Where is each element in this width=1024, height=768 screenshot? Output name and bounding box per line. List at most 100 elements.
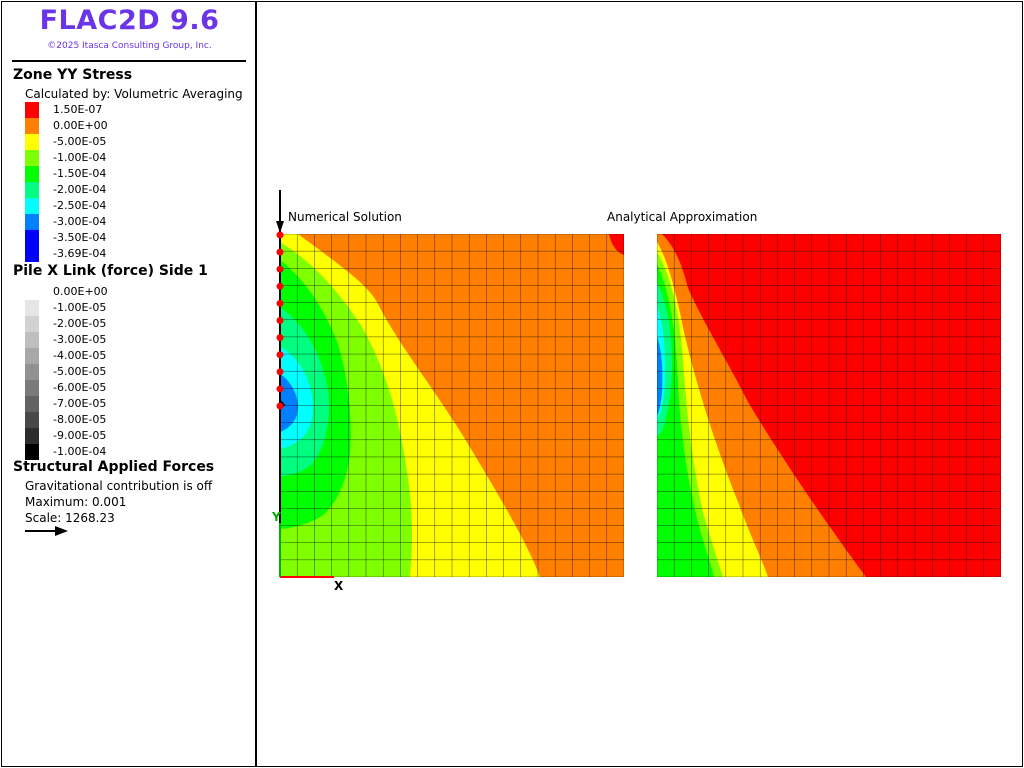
zone-stress-legend-swatch bbox=[25, 182, 39, 198]
pile-nodes bbox=[276, 231, 284, 410]
zone-stress-legend-item: -2.00E-04 bbox=[25, 182, 225, 198]
pile-force-legend-swatch bbox=[25, 380, 39, 396]
zone-stress-legend-swatch bbox=[25, 102, 39, 118]
pile-node bbox=[276, 299, 284, 307]
pile-force-legend-label: -4.00E-05 bbox=[53, 349, 107, 362]
pile-force-legend-item: -4.00E-05 bbox=[25, 348, 225, 364]
pile-force-legend-label: 0.00E+00 bbox=[53, 285, 108, 298]
pile-force-legend-item: -5.00E-05 bbox=[25, 364, 225, 380]
pile-top-arrow-icon bbox=[276, 221, 284, 233]
zone-stress-legend-item: -3.00E-04 bbox=[25, 214, 225, 230]
zone-stress-legend-swatch bbox=[25, 118, 39, 134]
pile-node bbox=[276, 248, 284, 256]
title-divider bbox=[12, 60, 246, 62]
zone-stress-legend-swatch bbox=[25, 198, 39, 214]
zone-stress-legend-swatch bbox=[25, 246, 39, 262]
pile-node bbox=[276, 317, 284, 324]
zone-stress-legend-label: -2.50E-04 bbox=[53, 199, 107, 212]
zone-stress-title: Zone YY Stress bbox=[13, 67, 133, 83]
model-viewport[interactable]: Numerical Solution Analytical Approximat… bbox=[258, 2, 1023, 766]
pile-node bbox=[276, 265, 284, 273]
zone-stress-legend-label: -2.00E-04 bbox=[53, 183, 107, 196]
legend-panel: FLAC2D 9.6 ©2025 Itasca Consulting Group… bbox=[2, 2, 257, 766]
zone-stress-subtitle: Calculated by: Volumetric Averaging bbox=[25, 87, 243, 101]
zone-stress-legend-item: 0.00E+00 bbox=[25, 118, 225, 134]
y-axis-label: Y bbox=[272, 510, 281, 524]
pile-force-legend-swatch bbox=[25, 300, 39, 316]
zone-stress-legend-swatch bbox=[25, 166, 39, 182]
pile-node bbox=[276, 334, 284, 342]
pile-force-legend-swatch bbox=[25, 332, 39, 348]
pile-force-legend-item: -9.00E-05 bbox=[25, 428, 225, 444]
pile-force-legend-label: -3.00E-05 bbox=[53, 333, 107, 346]
pile-node bbox=[276, 231, 284, 239]
pile-force-legend-item: -3.00E-05 bbox=[25, 332, 225, 348]
pile-force-legend-swatch bbox=[25, 284, 39, 300]
zone-stress-legend-swatch bbox=[25, 214, 39, 230]
pile-force-legend-swatch bbox=[25, 316, 39, 332]
zone-stress-legend-label: 1.50E-07 bbox=[53, 103, 103, 116]
zone-stress-legend-label: -1.50E-04 bbox=[53, 167, 107, 180]
pile-force-legend-swatch bbox=[25, 364, 39, 380]
pile-force-legend-item: -1.00E-05 bbox=[25, 300, 225, 316]
analytical-contour bbox=[657, 234, 1001, 577]
axis-triad bbox=[279, 523, 334, 578]
pile-force-legend-label: -5.00E-05 bbox=[53, 365, 107, 378]
pile-force-legend-swatch bbox=[25, 412, 39, 428]
pile-force-legend-label: -2.00E-05 bbox=[53, 317, 107, 330]
copyright-text: ©2025 Itasca Consulting Group, Inc. bbox=[47, 41, 212, 51]
contour-plot-canvas bbox=[276, 190, 1001, 578]
pile-force-legend-item: -1.00E-04 bbox=[25, 444, 225, 460]
applied-forces-title: Structural Applied Forces bbox=[13, 459, 215, 475]
pile-force-legend-swatch bbox=[25, 348, 39, 364]
grid-lines-right bbox=[657, 234, 1001, 577]
analytical-approximation-caption: Analytical Approximation bbox=[607, 210, 758, 224]
pile-node bbox=[276, 402, 284, 410]
pile-node bbox=[276, 368, 284, 376]
zone-stress-legend-item: -2.50E-04 bbox=[25, 198, 225, 214]
numerical-solution-caption: Numerical Solution bbox=[288, 210, 402, 224]
zone-stress-legend-item: -3.50E-04 bbox=[25, 230, 225, 246]
pile-force-legend-swatch bbox=[25, 428, 39, 444]
pile-force-legend-item: -8.00E-05 bbox=[25, 412, 225, 428]
numerical-contour bbox=[280, 234, 624, 577]
zone-stress-legend-label: -1.00E-04 bbox=[53, 151, 107, 164]
zone-stress-legend-label: -3.00E-04 bbox=[53, 215, 107, 228]
zone-stress-legend-swatch bbox=[25, 150, 39, 166]
gravity-note: Gravitational contribution is off bbox=[25, 479, 213, 493]
pile-node bbox=[276, 282, 284, 290]
zone-stress-legend-label: -3.50E-04 bbox=[53, 231, 107, 244]
grid-lines-left bbox=[280, 234, 624, 577]
zone-green bbox=[657, 264, 714, 577]
zone-stress-legend-item: -5.00E-05 bbox=[25, 134, 225, 150]
pile-force-legend-label: -9.00E-05 bbox=[53, 429, 107, 442]
zone-azure bbox=[657, 337, 663, 416]
zone-corner-red bbox=[609, 234, 624, 255]
pile-node bbox=[276, 351, 284, 359]
pile-force-legend-item: 0.00E+00 bbox=[25, 284, 225, 300]
pile-force-legend-item: -7.00E-05 bbox=[25, 396, 225, 412]
pile-force-legend-swatch bbox=[25, 444, 39, 460]
pile-force-legend-label: -1.00E-04 bbox=[53, 445, 107, 458]
force-arrow-icon bbox=[25, 526, 68, 536]
pile-force-legend-swatch bbox=[25, 396, 39, 412]
pile-force-legend-item: -6.00E-05 bbox=[25, 380, 225, 396]
pile-force-legend-label: -6.00E-05 bbox=[53, 381, 107, 394]
maximum-value: Maximum: 0.001 bbox=[25, 495, 127, 509]
pile-force-legend-item: -2.00E-05 bbox=[25, 316, 225, 332]
zone-stress-legend-item: 1.50E-07 bbox=[25, 102, 225, 118]
pile-force-legend-label: -1.00E-05 bbox=[53, 301, 107, 314]
pile-force-legend-label: -7.00E-05 bbox=[53, 397, 107, 410]
pile-legend-title: Pile X Link (force) Side 1 bbox=[13, 263, 208, 279]
zone-stress-legend-item: -3.69E-04 bbox=[25, 246, 225, 262]
app-title: FLAC2D 9.6 bbox=[39, 5, 220, 36]
x-axis-label: X bbox=[334, 579, 344, 593]
zone-stress-legend-item: -1.00E-04 bbox=[25, 150, 225, 166]
zone-stress-legend-item: -1.50E-04 bbox=[25, 166, 225, 182]
zone-stress-legend-label: -5.00E-05 bbox=[53, 135, 107, 148]
pile-force-legend-label: -8.00E-05 bbox=[53, 413, 107, 426]
scale-value: Scale: 1268.23 bbox=[25, 511, 115, 525]
zone-stress-legend-label: -3.69E-04 bbox=[53, 247, 107, 260]
zone-stress-legend-swatch bbox=[25, 134, 39, 150]
